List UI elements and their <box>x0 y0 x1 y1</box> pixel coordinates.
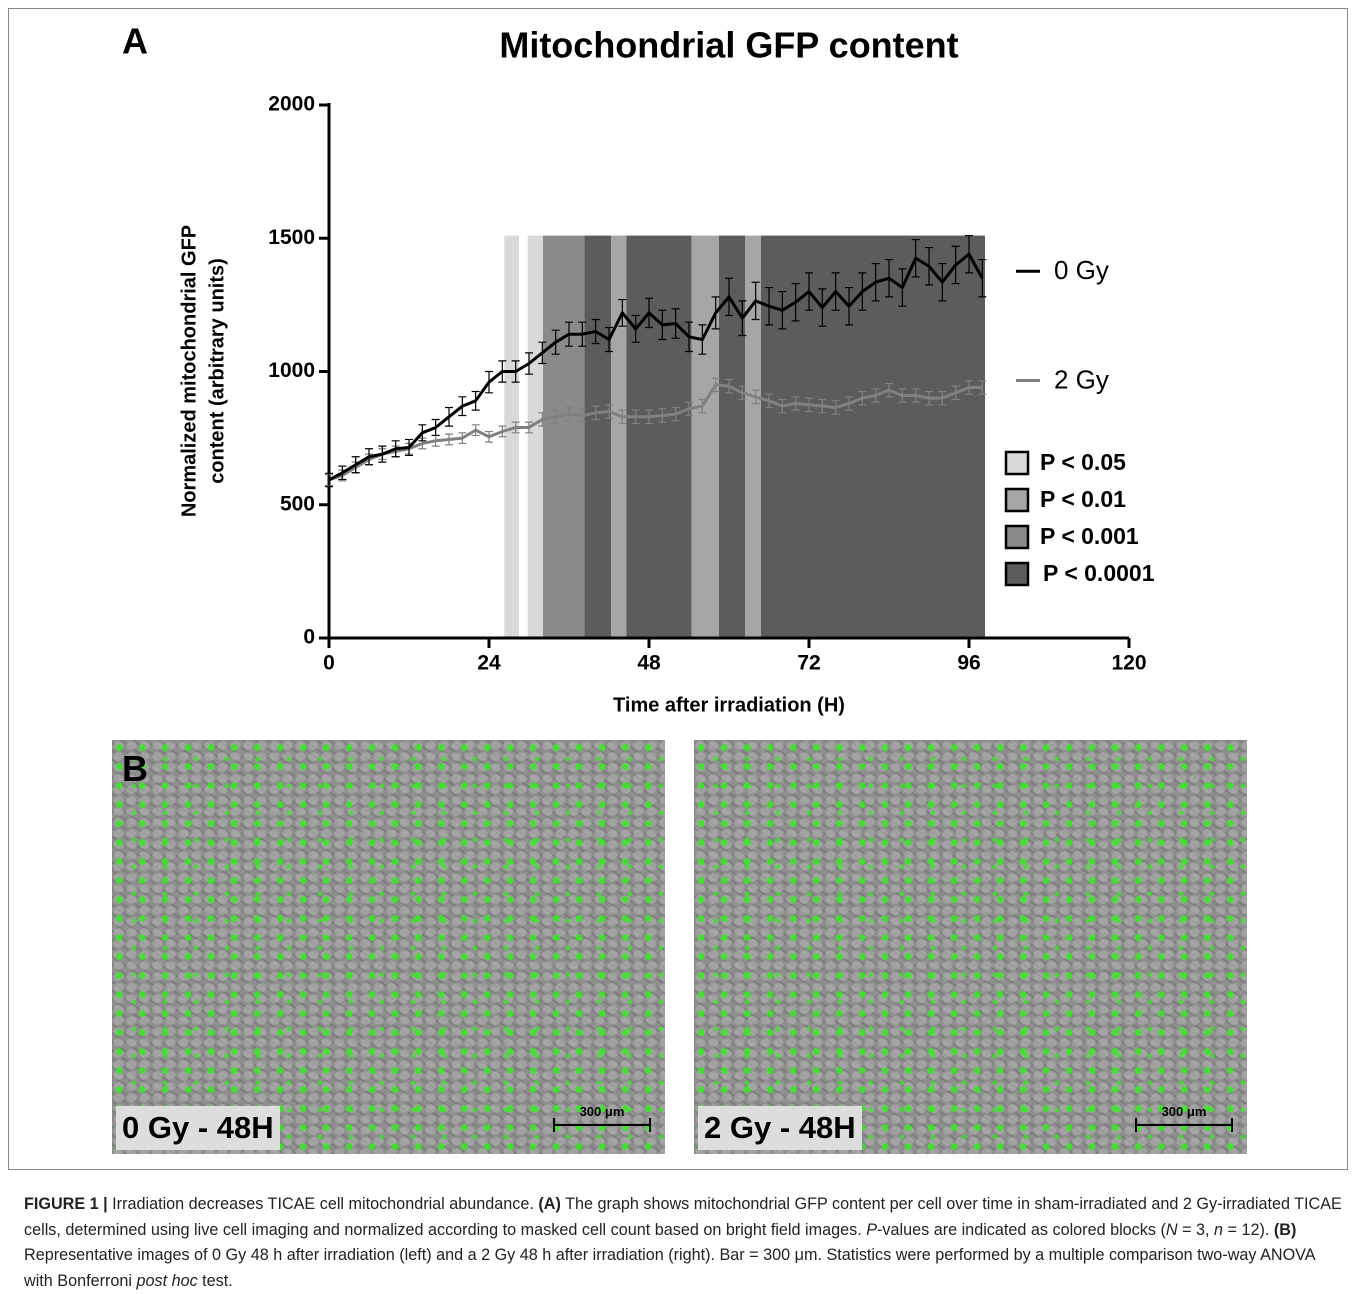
caption-text: Irradiation decreases TICAE cell mitocho… <box>107 1195 539 1213</box>
caption-text: N <box>1165 1220 1178 1239</box>
significance-block <box>626 235 692 638</box>
y-tick-label: 1000 <box>268 359 315 382</box>
x-tick-label: 0 <box>323 652 335 675</box>
x-tick-label: 48 <box>637 652 661 675</box>
scale-bar-label: 300 μm <box>1161 1104 1207 1119</box>
caption-text: (B) <box>1273 1220 1297 1239</box>
significance-block <box>543 235 585 638</box>
caption-text: = 12). <box>1223 1220 1274 1239</box>
y-axis-label: content (arbitrary units) <box>206 258 228 484</box>
legend-label: P < 0.05 <box>1040 449 1126 475</box>
caption-text: FIGURE 1 | <box>24 1195 108 1213</box>
significance-block <box>527 235 543 638</box>
significance-block <box>504 235 519 638</box>
significance-block <box>584 235 611 638</box>
scale-bar: 300 μm <box>553 1104 651 1132</box>
x-tick-label: 72 <box>797 652 820 675</box>
legend-label: 2 Gy <box>1054 364 1109 394</box>
caption-text: test. <box>197 1271 233 1290</box>
legend-label: P < 0.001 <box>1040 523 1139 549</box>
panel-label: A <box>122 21 148 62</box>
significance-block <box>691 235 719 638</box>
legend-swatch <box>1004 524 1030 550</box>
legend-swatch <box>1004 487 1030 513</box>
scale-bar-label: 300 μm <box>579 1104 625 1119</box>
significance-block <box>761 235 985 638</box>
chart-title: Mitochondrial GFP content <box>499 25 958 66</box>
series-line <box>328 383 983 482</box>
significance-block <box>719 235 745 638</box>
caption-text: -values are indicated as colored blocks … <box>877 1220 1166 1239</box>
caption-text: (A) <box>538 1195 561 1213</box>
y-tick-label: 1500 <box>268 226 315 249</box>
x-tick-label: 120 <box>1111 652 1146 675</box>
caption-text: = 3, <box>1177 1220 1214 1239</box>
figure-caption: FIGURE 1 | Irradiation decreases TICAE c… <box>24 1192 1342 1294</box>
figure-frame <box>8 8 1348 1170</box>
y-tick-label: 0 <box>303 626 315 649</box>
image-caption: 2 Gy - 48H <box>698 1106 862 1150</box>
legend-swatch <box>1004 561 1030 587</box>
x-axis-label: Time after irradiation (H) <box>613 694 845 716</box>
y-axis-label: Normalized mitochondrial GFP <box>178 225 200 517</box>
x-tick-label: 96 <box>957 652 980 675</box>
x-tick-label: 24 <box>477 652 501 675</box>
micrograph: 2 Gy - 48H 300 μm <box>694 740 1247 1154</box>
scale-bar: 300 μm <box>1135 1104 1233 1132</box>
panel-label: B <box>122 748 148 789</box>
y-tick-label: 500 <box>280 492 315 515</box>
legend-label: P < 0.01 <box>1040 486 1126 512</box>
caption-text: Representative images of 0 Gy 48 h after… <box>24 1246 1315 1290</box>
legend-label: P < 0.0001 <box>1043 560 1155 586</box>
significance-block <box>745 235 761 638</box>
chart: A Mitochondrial GFP content Time after i… <box>122 21 1155 717</box>
caption-text: post hoc <box>136 1271 198 1290</box>
micrograph: 0 Gy - 48H 300 μm <box>112 740 665 1154</box>
series-line <box>328 252 984 482</box>
legend-label: 0 Gy <box>1054 255 1109 285</box>
y-tick-label: 2000 <box>268 93 315 116</box>
caption-text: P <box>866 1220 878 1239</box>
caption-text: The graph shows mitochondrial GFP conten… <box>24 1195 1342 1239</box>
legend-swatch <box>1004 450 1030 476</box>
caption-text: n <box>1214 1220 1224 1239</box>
significance-block <box>611 235 627 638</box>
image-caption: 0 Gy - 48H <box>116 1106 280 1150</box>
